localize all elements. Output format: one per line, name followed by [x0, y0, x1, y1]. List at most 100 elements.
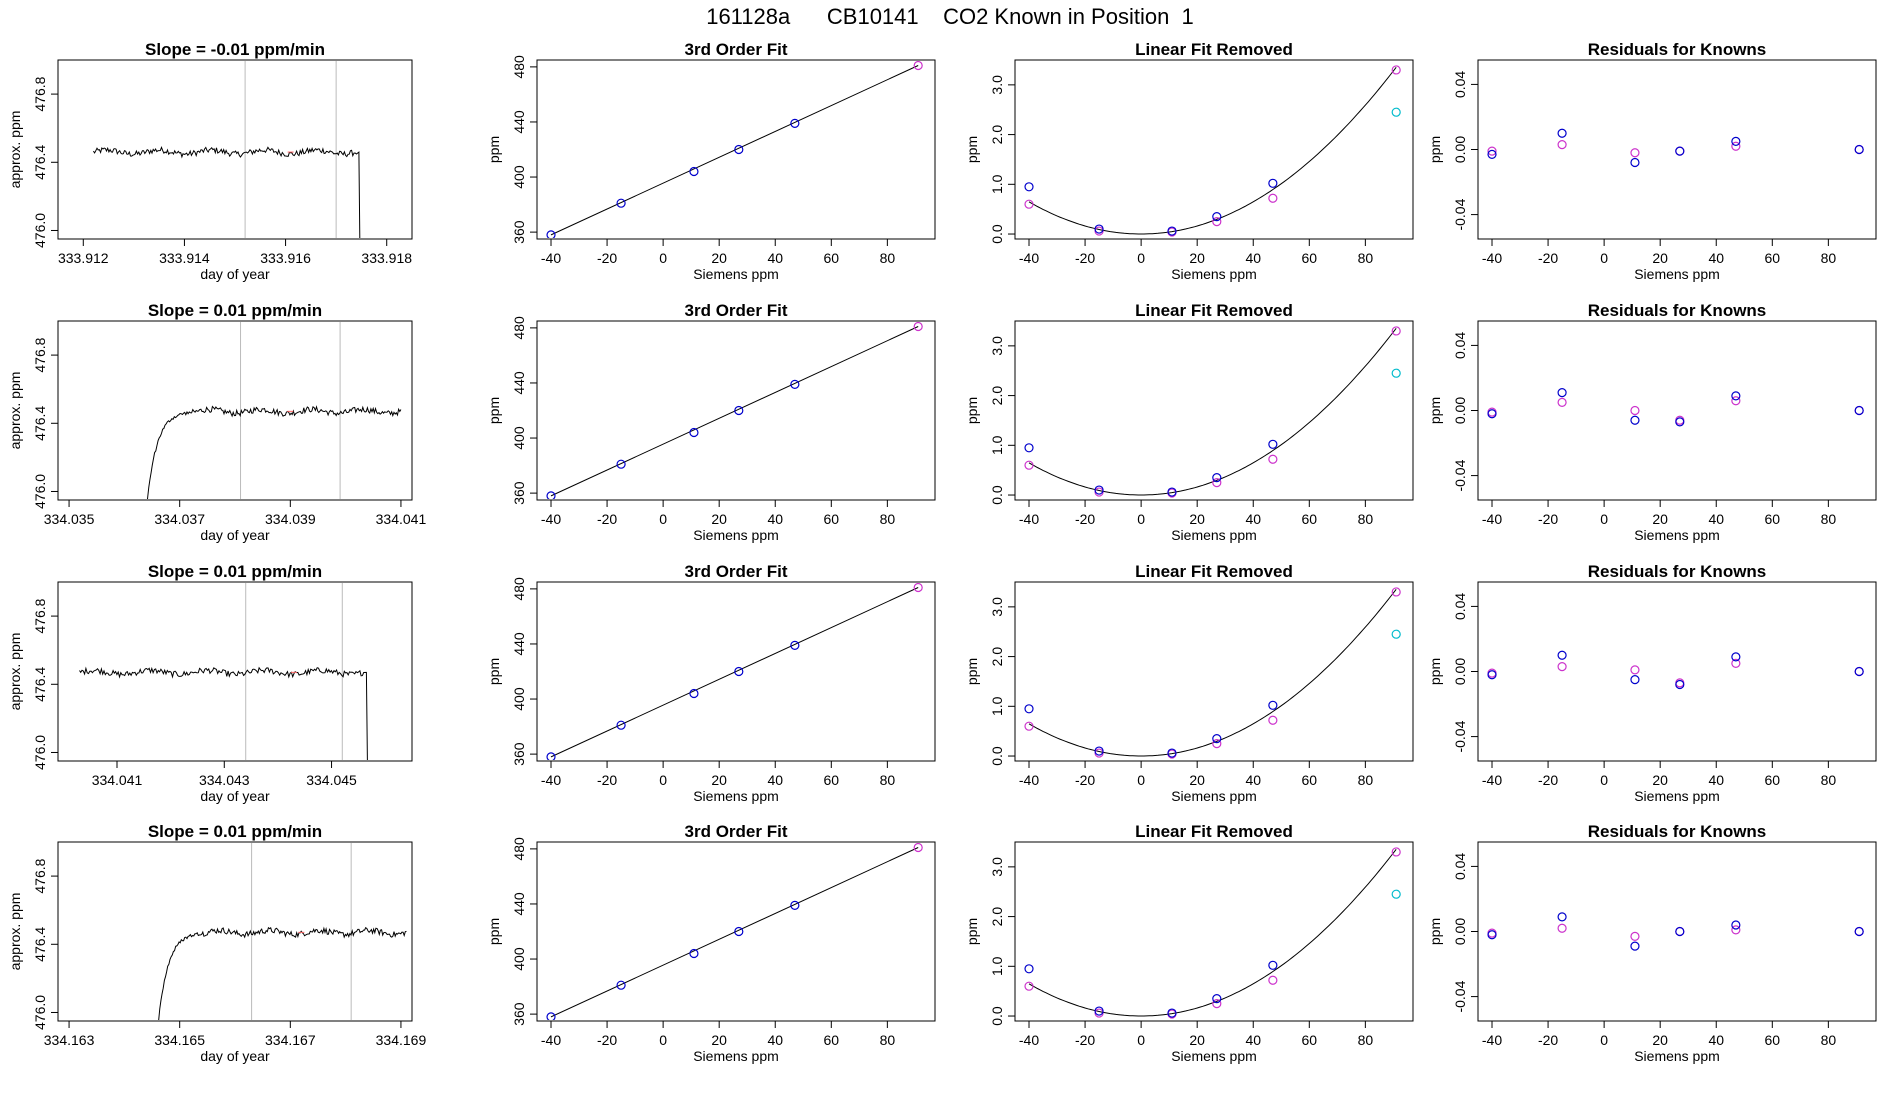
x-tick-label: 60: [1765, 250, 1781, 266]
panel-title: Residuals for Knowns: [1588, 562, 1767, 581]
x-axis-label: Siemens ppm: [693, 788, 779, 804]
co2-trace-line: [147, 405, 402, 499]
x-tick-label: 80: [1821, 772, 1837, 788]
fit-point: [734, 405, 744, 416]
y-tick-label: -0.04: [1452, 980, 1468, 1012]
panel-row2-fit: 3rd Order Fit -40 -20 0 20 40 60 80 360 400 440 480…: [486, 301, 936, 543]
fit-point: [689, 166, 699, 177]
y-tick-label: 2.0: [989, 386, 1005, 406]
fit-point: [913, 322, 923, 332]
x-tick-label: 40: [1708, 511, 1724, 527]
residual-measured-point: [1630, 931, 1640, 941]
y-axis-label: ppm: [964, 136, 980, 163]
x-tick-label: 20: [1652, 1032, 1668, 1048]
x-tick-label: 0: [1600, 250, 1608, 266]
x-tick-label: 60: [824, 250, 840, 266]
fit-point: [1024, 443, 1034, 453]
residual-fit-point: [1557, 388, 1567, 398]
measured-point: [1268, 193, 1278, 203]
x-tick-label: -20: [597, 511, 617, 527]
y-tick-label: 0.04: [1452, 593, 1468, 620]
fit-point: [689, 427, 699, 438]
residual-measured-point: [1630, 148, 1640, 158]
x-tick-label: 40: [1245, 511, 1261, 527]
x-tick-label: 60: [1302, 250, 1318, 266]
plot-frame: [1014, 841, 1414, 1022]
quadratic-curve: [1028, 66, 1397, 235]
fit-point: [546, 491, 556, 499]
y-tick-label: 0.00: [1452, 136, 1468, 163]
fit-point: [546, 1012, 556, 1020]
x-tick-label: 80: [880, 511, 896, 527]
data-layer: [546, 583, 923, 760]
x-tick-label: 334.041: [376, 511, 427, 527]
residual-fit-point: [1675, 146, 1685, 156]
x-tick-label: 333.912: [58, 250, 109, 266]
y-tick-label: -0.04: [1452, 720, 1468, 752]
x-tick-label: 60: [824, 511, 840, 527]
data-layer: [1024, 847, 1401, 1019]
panel-title: 3rd Order Fit: [685, 40, 788, 59]
fit-point: [1024, 182, 1034, 192]
y-tick-label: 440: [511, 110, 527, 134]
panel-row3-fit: 3rd Order Fit -40 -20 0 20 40 60 80 360 400 440 480…: [486, 562, 936, 804]
plot-frame: [1014, 59, 1414, 240]
y-tick-label: 0.04: [1452, 71, 1468, 98]
fit-point: [1268, 960, 1278, 970]
x-tick-label: 40: [767, 772, 783, 788]
y-tick-label: -0.04: [1452, 198, 1468, 230]
plot-frame: [536, 320, 936, 501]
panel-row2-residuals: Residuals for Knowns -40 -20 0 20 40 60 80 -0.04…: [1427, 301, 1877, 543]
residual-measured-point: [1557, 923, 1567, 933]
x-tick-label: 0: [1137, 1032, 1145, 1048]
excluded-point: [1391, 107, 1401, 117]
y-tick-label: 3.0: [989, 75, 1005, 95]
residual-fit-point: [1630, 157, 1640, 168]
residual-measured-point: [1731, 141, 1741, 151]
y-tick-label: 476.0: [32, 474, 48, 509]
plot-frame: [1477, 59, 1877, 240]
residual-fit-point: [1854, 405, 1864, 416]
fit-point: [734, 144, 744, 155]
fit-point: [616, 459, 626, 469]
y-tick-label: 3.0: [989, 597, 1005, 617]
x-tick-label: -40: [1019, 250, 1039, 266]
plot-frame: [536, 59, 936, 240]
measured-point: [1024, 721, 1034, 731]
fit-point: [1268, 178, 1278, 188]
y-tick-label: 440: [511, 632, 527, 656]
measured-point: [1212, 998, 1222, 1009]
x-tick-label: 20: [711, 1032, 727, 1048]
measured-point: [1391, 65, 1401, 75]
x-tick-label: 80: [1358, 250, 1374, 266]
x-axis-label: day of year: [200, 1048, 270, 1064]
y-tick-label: 440: [511, 371, 527, 395]
fit-point: [616, 720, 626, 730]
figure-title: 161128a CB10141 CO2 Known in Position 1: [706, 4, 1194, 29]
y-axis-label: ppm: [1427, 397, 1443, 424]
fit-point: [790, 118, 800, 128]
y-tick-label: 440: [511, 892, 527, 916]
y-axis-label: approx. ppm: [7, 893, 23, 971]
panel-row2-linremoved: Linear Fit Removed -40 -20 0 20 40 60 80 0.0 1.0 2…: [964, 301, 1414, 543]
x-tick-label: 0: [1600, 1032, 1608, 1048]
x-tick-label: 60: [1302, 1032, 1318, 1048]
x-axis-label: Siemens ppm: [1171, 788, 1257, 804]
x-tick-label: 60: [1302, 772, 1318, 788]
x-tick-label: 20: [1652, 250, 1668, 266]
y-tick-label: 0.0: [989, 485, 1005, 505]
residual-fit-point: [1487, 409, 1497, 419]
residual-fit-point: [1731, 391, 1741, 401]
x-axis-label: Siemens ppm: [693, 1048, 779, 1064]
x-tick-label: -40: [1482, 1032, 1502, 1048]
measured-point: [1024, 199, 1034, 209]
x-tick-label: -40: [1482, 250, 1502, 266]
x-tick-label: 334.035: [44, 511, 95, 527]
panel-title: Slope = -0.01 ppm/min: [145, 40, 325, 59]
y-tick-label: 476.8: [32, 337, 48, 372]
panel-title: Residuals for Knowns: [1588, 822, 1767, 841]
fit-point: [913, 843, 923, 853]
co2-trace-line: [158, 926, 407, 1020]
y-tick-label: 476.8: [32, 76, 48, 111]
residual-measured-point: [1731, 396, 1741, 406]
